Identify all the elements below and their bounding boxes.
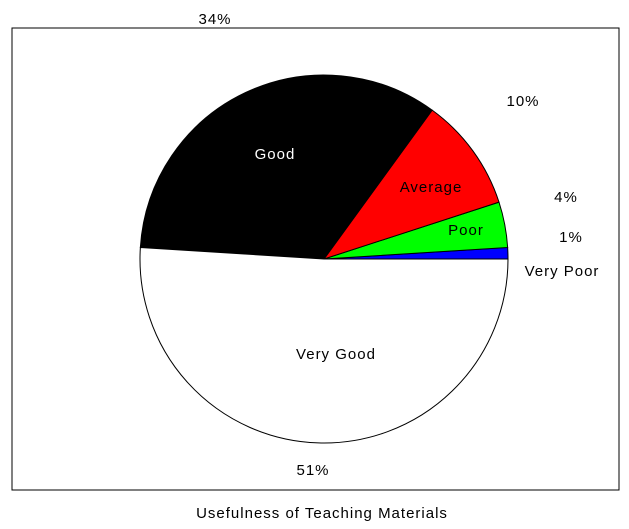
value-label: 51% [296, 462, 329, 479]
slice-label: Average [400, 179, 463, 196]
slice-label: Good [255, 146, 296, 163]
pie-slice [139, 74, 433, 260]
value-label: 4% [554, 189, 578, 206]
pie-slice [139, 246, 509, 444]
slice-label: Poor [448, 222, 484, 239]
value-label: 34% [198, 11, 231, 28]
slice-label: Very Poor [525, 263, 600, 280]
value-label: 1% [559, 229, 583, 246]
pie-slice [322, 109, 500, 260]
slice-label: Very Good [296, 346, 376, 363]
chart-title: Usefulness of Teaching Materials [196, 505, 448, 522]
value-label: 10% [506, 93, 539, 110]
